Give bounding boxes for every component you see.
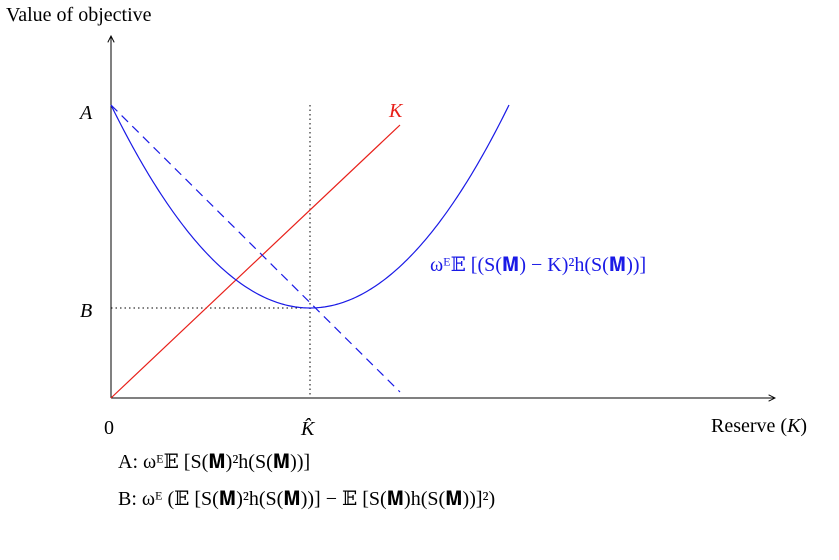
- tick-label-a: A: [78, 102, 93, 124]
- k-line: [110, 124, 401, 399]
- origin-label: 0: [104, 417, 114, 439]
- k-line-label: K: [388, 100, 404, 122]
- curve-label: ωᴱ𝔼 [(S(𝐌) − K)²h(S(𝐌))]: [430, 254, 646, 276]
- legend-b-definition: B: ωᴱ (𝔼 [S(𝐌)²h(S(𝐌))] − 𝔼 [S(𝐌)h(S(𝐌))…: [118, 488, 496, 510]
- x-axis-label: Reserve (K): [711, 415, 807, 437]
- tick-label-b: B: [80, 300, 92, 322]
- y-axis-label: Value of objective: [6, 4, 152, 26]
- legend-a-definition: A: ωᴱ𝔼 [S(𝐌)²h(S(𝐌))]: [118, 451, 311, 473]
- objective-curve: [110, 104, 510, 309]
- tick-label-khat: K̂: [300, 417, 316, 440]
- dashed-tangent-line: [110, 104, 401, 393]
